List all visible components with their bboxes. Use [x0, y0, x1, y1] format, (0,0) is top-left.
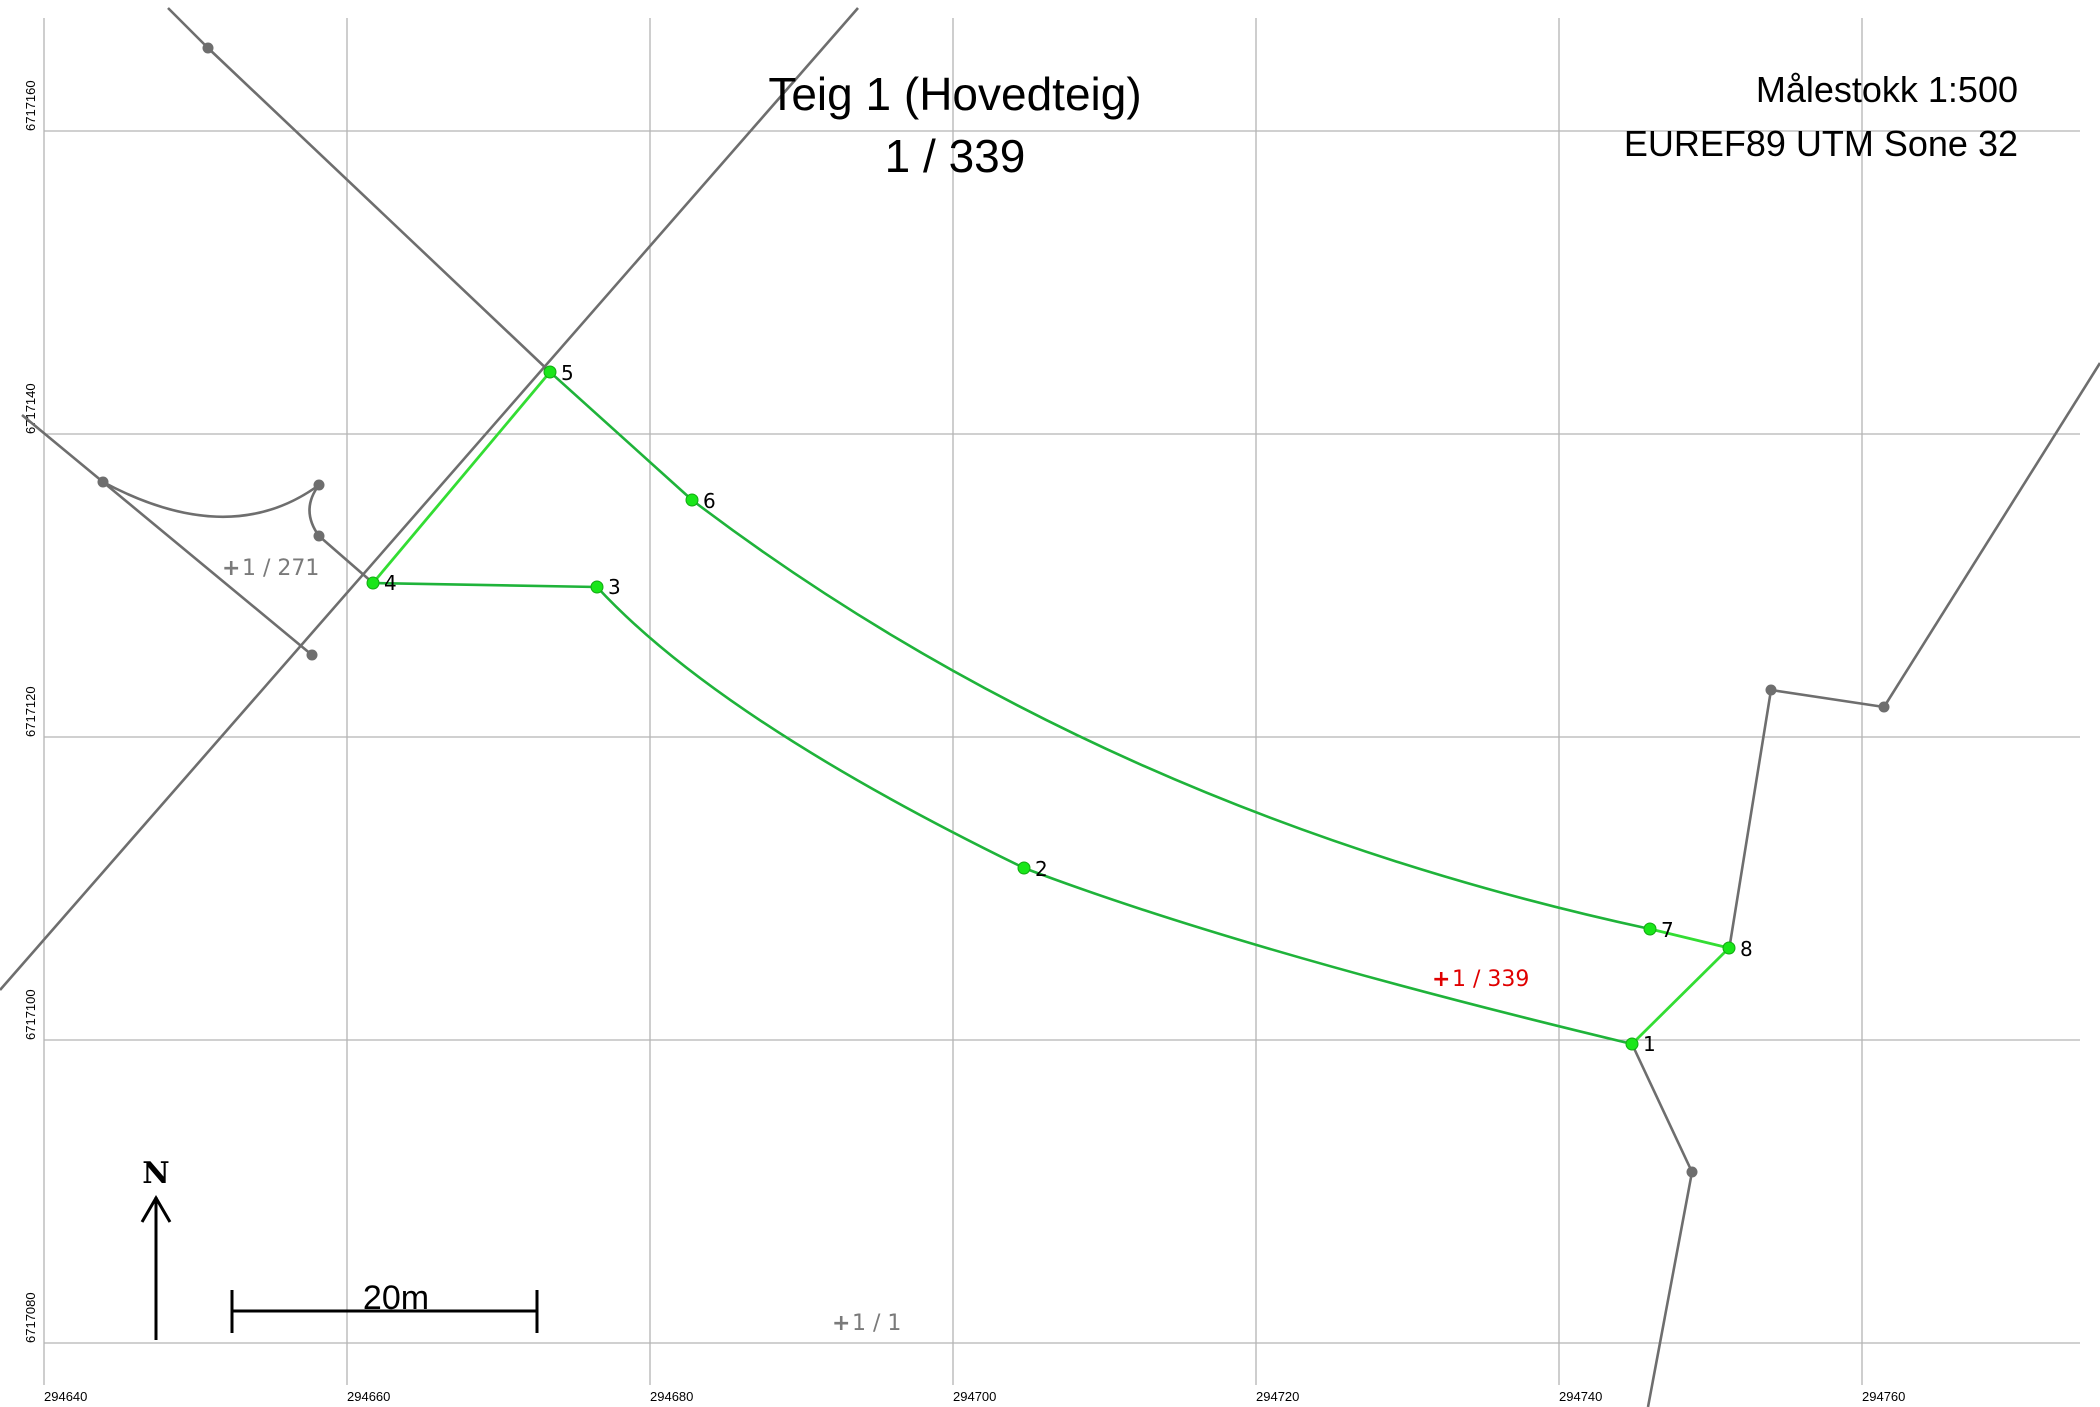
- parcel-boundary: [371, 371, 1730, 1046]
- north-arrow: N: [140, 1156, 172, 1340]
- map-scale: Målestokk 1:500: [1756, 69, 2018, 110]
- parcel-label-main: +: [1432, 967, 1450, 992]
- neighbor-line-west: [21, 413, 104, 484]
- boundary-point-6[interactable]: [685, 493, 699, 507]
- boundary-point-label: 1: [1643, 1032, 1656, 1056]
- boundary-segment-5-6: [549, 371, 693, 501]
- neighbor-node: [1765, 684, 1777, 696]
- x-tick-label: 294640: [44, 1389, 87, 1404]
- north-label: N: [142, 1156, 169, 1191]
- x-tick-label: 294740: [1559, 1389, 1602, 1404]
- parcel-label-main-text: 1 / 339: [1452, 967, 1529, 992]
- parcel-label-neighbor-1: 1 / 1: [852, 1311, 901, 1336]
- boundary-arc-6-7: [691, 498, 1651, 931]
- y-tick-label: 6717100: [23, 989, 38, 1040]
- y-axis-ticks: 6717160 6717140 6717120 6717100 6717080: [23, 80, 38, 1343]
- parcel-label-neighbor-271: 1 / 271: [242, 556, 319, 581]
- y-tick-label: 6717140: [23, 383, 38, 434]
- boundary-point-label: 2: [1035, 857, 1048, 881]
- grid: [43, 18, 2080, 1385]
- parcel-label-neighbor-1-marker: +: [832, 1311, 850, 1336]
- boundary-segment-7-8: [1649, 927, 1730, 950]
- neighbor-line-east-north: [1727, 689, 1773, 951]
- boundary-segment-3-4: [372, 581, 598, 589]
- neighbor-curve-cul-de-sac: [102, 480, 320, 519]
- x-tick-label: 294660: [347, 1389, 390, 1404]
- y-tick-label: 6717080: [23, 1292, 38, 1343]
- boundary-point-5[interactable]: [543, 365, 557, 379]
- y-tick-label: 6717120: [23, 686, 38, 737]
- parcel-label-neighbor-271-marker: +: [222, 556, 240, 581]
- map-title: Teig 1 (Hovedteig): [768, 68, 1141, 120]
- boundary-point-8[interactable]: [1722, 941, 1736, 955]
- neighbor-line-diagonal-ne: [0, 7, 859, 991]
- boundary-point-1[interactable]: [1625, 1037, 1639, 1051]
- map-parcel-id: 1 / 339: [885, 130, 1026, 182]
- neighbor-line-south-2: [1646, 1171, 1694, 1407]
- x-tick-label: 294680: [650, 1389, 693, 1404]
- neighbor-line-nw: [167, 7, 209, 49]
- map-crs: EUREF89 UTM Sone 32: [1624, 123, 2018, 164]
- north-arrow-head-icon: [140, 1195, 172, 1223]
- boundary-arc-2-3: [596, 586, 1025, 870]
- neighbor-node: [1878, 701, 1890, 713]
- boundary-point-2[interactable]: [1017, 861, 1031, 875]
- x-tick-label: 294720: [1256, 1389, 1299, 1404]
- boundary-segment-4-5: [371, 371, 552, 584]
- neighbor-line-south-1: [1630, 1043, 1694, 1173]
- parcel-labels: + 1 / 339 + 1 / 271 + 1 / 1: [222, 556, 1529, 1336]
- neighbor-node: [1686, 1166, 1698, 1178]
- neighbor-line-east-mid: [1770, 688, 1885, 709]
- boundary-point-label: 8: [1740, 937, 1753, 961]
- neighbor-line-west-low: [102, 480, 313, 657]
- neighbor-curve-cul-de-sac-inner: [308, 484, 321, 537]
- boundary-point-label: 3: [608, 575, 621, 599]
- neighbor-line-nw-main: [207, 47, 551, 373]
- boundary-point-label: 6: [703, 489, 716, 513]
- x-axis-ticks: 294640 294660 294680 294700 294720 29474…: [44, 1389, 1905, 1404]
- y-tick-label: 6717160: [23, 80, 38, 131]
- neighbor-line-cul-de-sac: [318, 535, 374, 584]
- neighbor-node: [306, 649, 318, 661]
- boundary-arc-1-2: [1023, 866, 1633, 1046]
- boundary-point-label: 4: [384, 571, 397, 595]
- boundary-vertices: 1 2 3 4 5 6 7 8: [366, 361, 1753, 1056]
- scale-bar: 20m: [230, 1279, 539, 1333]
- neighbor-node: [97, 476, 109, 488]
- boundary-point-label: 5: [561, 361, 574, 385]
- boundary-point-4[interactable]: [366, 576, 380, 590]
- boundary-segment-8-1: [1631, 947, 1730, 1045]
- neighbor-boundaries: [0, 7, 2100, 1407]
- boundary-point-7[interactable]: [1643, 922, 1657, 936]
- neighbor-line-east-far: [1882, 362, 2100, 708]
- neighbor-node: [313, 530, 325, 542]
- x-tick-label: 294760: [1862, 1389, 1905, 1404]
- boundary-point-label: 7: [1661, 918, 1674, 942]
- neighbor-node: [313, 479, 325, 491]
- scale-bar-label: 20m: [363, 1279, 429, 1317]
- x-tick-label: 294700: [953, 1389, 996, 1404]
- boundary-point-3[interactable]: [590, 580, 604, 594]
- neighbor-node: [202, 42, 214, 54]
